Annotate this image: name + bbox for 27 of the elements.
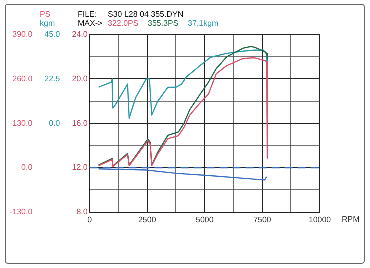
x-tick-label: 5000 [196, 215, 214, 224]
text: 37.1kgm [188, 19, 219, 28]
y-tick-label: 16.0 [72, 118, 88, 128]
x-tick-label: 10000 [308, 215, 332, 224]
y2-axis-title: PS [40, 10, 51, 19]
y3-axis-title: kgm [40, 19, 56, 28]
y-tick-label: 8.0 [76, 208, 88, 217]
x-axis-title: RPM [342, 215, 360, 224]
y2-tick-label: 390.0 [12, 30, 34, 40]
y-tick-label: 24.0 [72, 30, 88, 40]
y-tick-label: 20.0 [72, 74, 88, 84]
text: MAX-> [78, 19, 103, 28]
y3-tick-label: 0.0 [49, 118, 61, 128]
text: S30 L28 04 355.DYN [108, 10, 184, 19]
text: FILE: [78, 10, 98, 19]
y2-tick-label: -130.0 [10, 208, 34, 217]
text: 355.3PS [148, 19, 179, 28]
y2-tick-label: 130.0 [12, 118, 34, 128]
y-tick-label: 12.0 [72, 163, 88, 172]
x-tick-label: 7500 [254, 215, 272, 224]
y3-tick-label: 45.0 [44, 30, 61, 40]
y2-tick-label: 0.0 [22, 163, 34, 172]
text: 322.0PS [108, 19, 139, 28]
x-tick-label: 0 [88, 215, 93, 224]
x-tick-label: 2500 [138, 215, 157, 224]
y3-tick-label: 22.5 [44, 74, 61, 84]
y2-tick-label: 260.0 [12, 74, 34, 84]
